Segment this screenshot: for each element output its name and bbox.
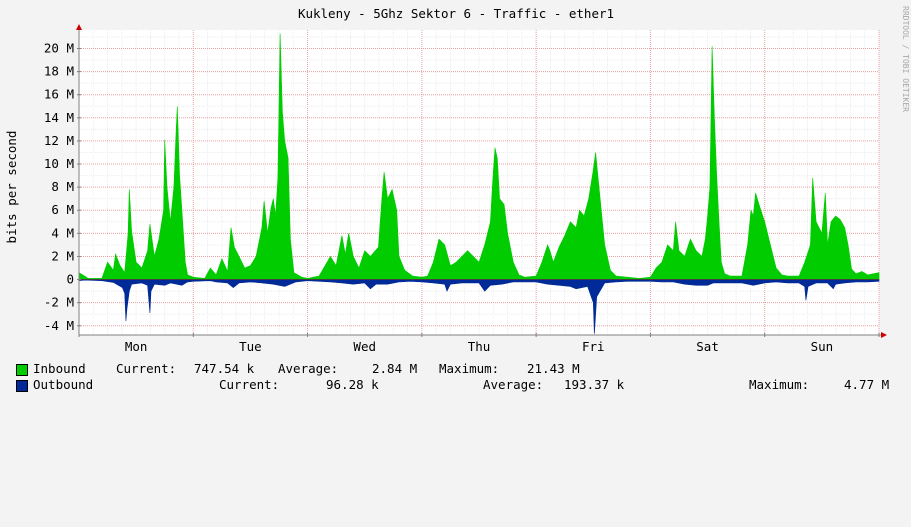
y-tick-label: 20 M bbox=[44, 40, 74, 55]
x-tick-label: Tue bbox=[239, 339, 262, 354]
inbound-current-label: Current: bbox=[116, 361, 177, 376]
inbound-current-value: 747.54 k bbox=[194, 361, 255, 376]
inbound-maximum-value: 21.43 M bbox=[527, 361, 580, 376]
inbound-maximum-label: Maximum: bbox=[439, 361, 500, 376]
legend-row-outbound: Outbound Current: 96.28 k Average: 193.3… bbox=[0, 377, 911, 393]
axes bbox=[76, 24, 887, 338]
outbound-maximum-value: 4.77 M bbox=[844, 377, 890, 392]
y-tick-label: -2 M bbox=[44, 295, 74, 310]
y-tick-label: 4 M bbox=[51, 225, 74, 240]
x-tick-label: Sat bbox=[696, 339, 719, 354]
outbound-swatch bbox=[16, 380, 28, 392]
y-tick-label: 16 M bbox=[44, 87, 74, 102]
y-tick-label: 6 M bbox=[51, 202, 74, 217]
y-tick-label: 8 M bbox=[51, 179, 74, 194]
x-tick-label: Mon bbox=[125, 339, 148, 354]
y-tick-label: -4 M bbox=[44, 318, 74, 333]
rrd-graph: 20 M 18 M 16 M 14 M 12 M 10 M 8 M 6 M 4 M 2 M 0 -2 … bbox=[0, 6, 911, 393]
outbound-maximum-label: Maximum: bbox=[749, 377, 810, 392]
outbound-average-value: 193.37 k bbox=[564, 377, 625, 392]
chart-title: Kukleny - 5Ghz Sektor 6 - Traffic - ethe… bbox=[298, 6, 614, 21]
legend-outbound-label: Outbound bbox=[33, 377, 94, 392]
legend-row-inbound: Inbound Current: 747.54 k Average: 2.84 … bbox=[0, 361, 911, 377]
watermark: RRDTOOL / TOBI OETIKER bbox=[901, 6, 910, 112]
y-tick-label: 14 M bbox=[44, 110, 74, 125]
legend-inbound-label: Inbound bbox=[33, 361, 86, 376]
outbound-current-label: Current: bbox=[219, 377, 280, 392]
y-tick-label: 12 M bbox=[44, 133, 74, 148]
y-tick-label: 10 M bbox=[44, 156, 74, 171]
outbound-current-value: 96.28 k bbox=[326, 377, 379, 392]
x-tick-label: Fri bbox=[582, 339, 605, 354]
x-axis-arrow bbox=[881, 332, 887, 338]
x-tick-label: Thu bbox=[468, 339, 491, 354]
series-area-inbound bbox=[78, 33, 880, 280]
y-tick-label: 2 M bbox=[51, 248, 74, 263]
inbound-average-value: 2.84 M bbox=[372, 361, 418, 376]
series-layer bbox=[78, 33, 880, 334]
traffic-chart: 20 M 18 M 16 M 14 M 12 M 10 M 8 M 6 M 4 M 2 M 0 -2 … bbox=[4, 6, 910, 354]
y-tick-label: 18 M bbox=[44, 64, 74, 79]
series-area-outbound bbox=[78, 279, 880, 334]
x-tick-label: Wed bbox=[353, 339, 376, 354]
outbound-average-label: Average: bbox=[483, 377, 544, 392]
y-axis-arrow bbox=[76, 24, 82, 30]
x-tick-label: Sun bbox=[811, 339, 834, 354]
inbound-swatch bbox=[16, 364, 28, 376]
inbound-average-label: Average: bbox=[278, 361, 339, 376]
y-axis-label: bits per second bbox=[4, 131, 19, 244]
y-tick-label: 0 bbox=[66, 272, 74, 287]
tick-labels: 20 M 18 M 16 M 14 M 12 M 10 M 8 M 6 M 4 M 2 M 0 -2 … bbox=[44, 40, 833, 354]
